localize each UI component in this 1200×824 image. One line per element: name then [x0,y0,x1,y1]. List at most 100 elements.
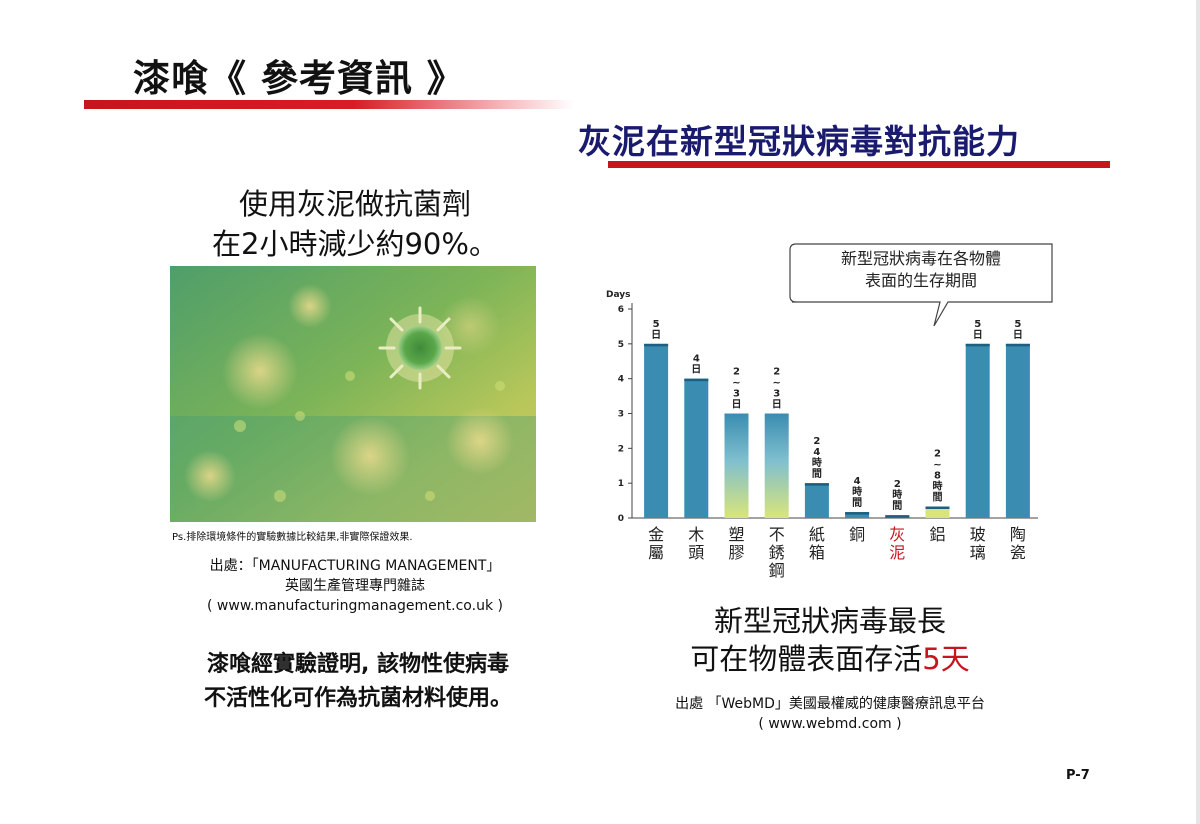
y-tick-label: 2 [618,444,624,454]
bar [684,378,709,518]
callout-bubble-edge [789,243,797,303]
chart-headline-line-2: 可在物體表面存活5天 [600,640,1060,678]
source-left-line-3: ( www.manufacturingmanagement.co.uk ) [207,598,503,614]
data-label: ~ [773,378,781,389]
y-tick-label: 0 [618,514,624,524]
bar [925,506,950,518]
category-label: 鋁 [929,525,945,544]
data-label: 2 [934,449,941,460]
conclusion-left: 漆喰經實驗證明, 該物性使病毒 不活性化可作為抗菌材料使用。 [148,648,568,716]
callout-text: 表面的生存期間 [865,271,977,290]
source-left-line-2: 英國生產管理專門雜誌 [285,578,425,594]
category-label: 銹 [769,543,785,562]
category-label: 鋼 [769,561,785,580]
bar [804,483,829,518]
category-label: 銅 [849,525,865,544]
data-label: 間 [933,492,943,504]
category-label: 膠 [728,543,744,562]
ps-note: Ps.排除環境條件的實驗數據比較結果,非實際保證效果. [172,532,413,543]
data-label: 2 [813,436,820,447]
data-label: ~ [933,460,941,471]
conclusion-left-line-2: 不活性化可作為抗菌材料使用。 [203,686,512,711]
virus-microscope-image [170,266,536,522]
bar-top-edge [684,378,709,382]
y-tick-label: 1 [618,479,624,489]
bar [724,413,749,518]
category-label: 頭 [688,543,704,562]
data-label: 日 [772,399,782,411]
left-heading: 使用灰泥做抗菌劑 在2小時減少約90%。 [170,184,540,264]
page-edge [1196,0,1200,824]
y-tick-label: 4 [618,375,624,385]
data-label: 4 [693,354,700,365]
category-label: 瓷 [1010,543,1026,562]
data-label: 日 [973,329,983,341]
callout-text: 新型冠狀病毒在各物體 [841,249,1001,268]
y-tick-label: 3 [618,410,624,420]
chart-headline-line-1: 新型冠狀病毒最長 [713,604,946,638]
data-label: 日 [1013,329,1023,341]
bar-top-edge [1005,343,1030,347]
callout-bubble [792,243,1053,327]
source-left-line-1: 出處：「MANUFACTURING MANAGEMENT」 [209,558,501,574]
data-label: 間 [892,500,902,512]
source-right-line-2: ( www.webmd.com ) [758,716,902,732]
data-label: 5 [1014,319,1021,330]
source-right-line-1: 出處 「WebMD」美國最權威的健康醫療訊息平台 [675,696,985,712]
data-label: 2 [894,479,901,490]
bar [965,343,990,518]
data-label: 2 [773,367,780,378]
data-label: 2 [733,367,740,378]
survival-bar-chart: 新型冠狀病毒在各物體表面的生存期間Days01234565日金屬4日木頭2~3日… [606,243,1053,580]
left-heading-line-2: 在2小時減少約90%。 [212,227,498,261]
data-label: 時 [852,485,862,498]
chart-headline: 新型冠狀病毒最長 可在物體表面存活5天 [600,602,1060,678]
category-label: 箱 [809,543,825,562]
data-label: 8 [934,471,941,482]
data-label: 5 [653,319,660,330]
bar-top-edge [885,515,910,518]
category-label: 金 [648,525,664,544]
y-tick-label: 6 [618,305,624,315]
source-right: 出處 「WebMD」美國最權威的健康醫療訊息平台 ( www.webmd.com… [600,694,1060,734]
data-label: 4 [813,447,820,458]
bar-top-edge [845,512,870,515]
category-label: 紙 [809,525,825,544]
bar [1005,343,1030,518]
conclusion-left-line-1: 漆喰經實驗證明, 該物性使病毒 [206,652,510,677]
data-label: 日 [732,399,742,411]
y-axis-label: Days [606,290,631,300]
data-label: 時 [892,488,902,501]
data-label: 5 [974,319,981,330]
bar-top-edge [965,343,990,347]
bar [644,343,669,518]
data-label: 4 [854,476,861,487]
data-label: 日 [691,364,701,376]
section-subtitle: 灰泥在新型冠狀病毒對抗能力 [578,122,1020,161]
category-label: 灰 [889,525,905,544]
chart-headline-prefix: 可在物體表面存活 [690,642,923,676]
bar-top-edge [925,506,950,510]
category-label: 塑 [728,525,744,544]
left-heading-line-1: 使用灰泥做抗菌劑 [238,187,471,221]
category-label: 泥 [889,543,905,562]
data-label: 3 [773,389,780,400]
category-label: 玻 [970,525,986,544]
category-label: 屬 [648,543,664,562]
subtitle-underline [608,161,1110,168]
y-tick-label: 5 [618,340,624,350]
category-label: 木 [688,525,704,544]
bar-top-edge [804,483,829,486]
bar [845,512,870,518]
title-underline [84,100,574,109]
category-label: 陶 [1010,525,1026,544]
category-label: 不 [769,525,785,544]
page-number: P-7 [1066,768,1090,783]
data-label: 間 [852,497,862,509]
data-label: 間 [812,468,822,480]
data-label: 3 [733,389,740,400]
data-label: 時 [812,456,822,469]
data-label: 日 [651,329,661,341]
category-label: 璃 [970,543,986,562]
bar-top-edge [644,343,669,347]
